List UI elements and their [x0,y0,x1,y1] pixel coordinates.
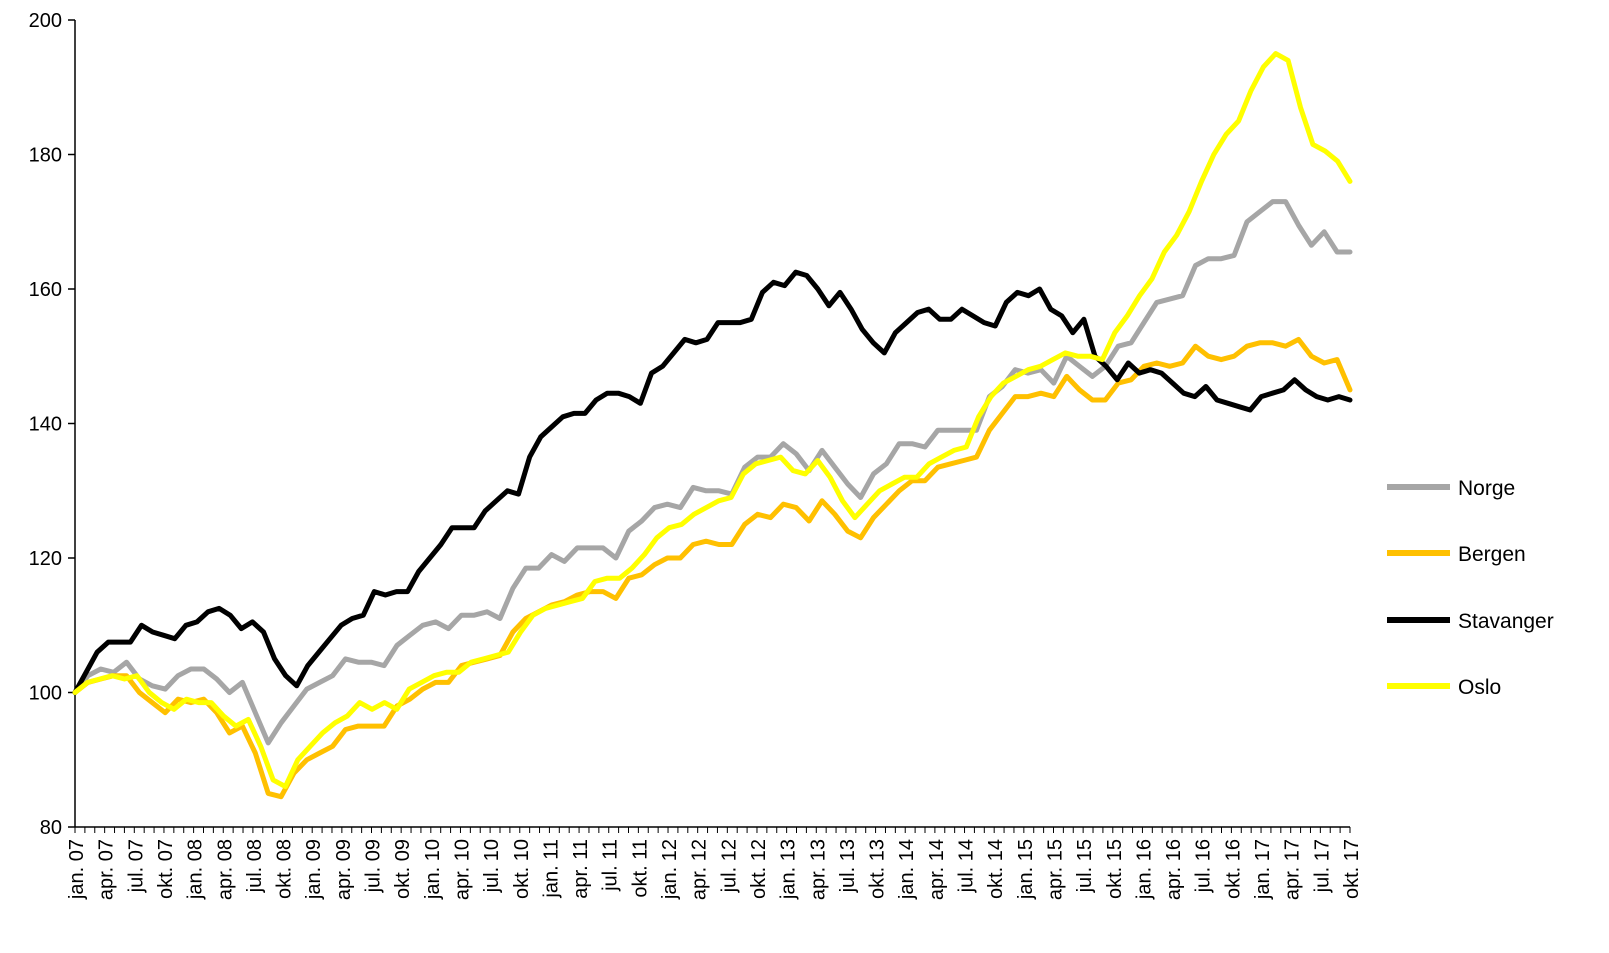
x-tick-label: okt. 14 [985,839,1007,899]
series-line-norge [72,199,1353,746]
series-line-bergen [72,336,1353,800]
x-tick-label: jul. 12 [718,839,740,893]
x-tick-label: jul. 11 [600,839,622,892]
x-tick-label: apr. 13 [807,839,829,900]
x-tick-label: okt. 11 [629,839,651,898]
x-tick-label: apr. 10 [451,839,473,900]
x-tick-label: apr. 16 [1163,839,1185,900]
legend-label: Stavanger [1458,610,1554,633]
y-tick-label: 160 [29,279,62,301]
x-tick-label: apr. 12 [689,839,711,900]
x-tick-label: okt. 09 [392,839,414,899]
x-tick-label: jul. 16 [1193,839,1215,893]
y-tick-label: 120 [29,548,62,570]
x-tick-label: apr. 14 [926,839,948,900]
legend-label: Oslo [1458,676,1501,699]
x-tick-label: apr. 09 [333,839,355,900]
legend-item-oslo: Oslo [1387,676,1501,699]
y-axis: 80 100 120 140 160 180 200 [29,10,75,839]
x-tick-label: jan. 15 [1015,839,1037,900]
x-tick-label: jan. 09 [303,839,325,900]
series-lines [72,51,1353,800]
x-tick-label: jan. 17 [1252,839,1274,900]
x-tick-label: apr. 17 [1282,839,1304,900]
axes [74,20,1350,828]
x-tick-label: jul. 08 [244,839,266,893]
x-tick-label: okt. 16 [1222,839,1244,899]
x-tick-label: jan. 14 [896,839,918,900]
y-tick-label: 80 [40,817,62,839]
series-line-oslo [72,51,1353,790]
x-tick-label: jul. 09 [363,839,385,893]
x-tick-label: apr. 07 [96,839,118,900]
x-tick-label: jan. 12 [659,839,681,900]
x-tick-label: okt. 07 [155,839,177,899]
x-tick-label: jul. 10 [481,839,503,893]
legend-label: Bergen [1458,543,1526,566]
x-tick-label: apr. 11 [570,839,592,899]
x-tick-label: okt. 17 [1341,839,1363,899]
x-tick-label: jan. 13 [778,839,800,900]
x-tick-label: jul. 13 [837,839,859,893]
x-tick-label: jan. 07 [66,839,88,900]
legend-label: Norge [1458,477,1515,500]
legend: Norge Bergen Stavanger Oslo [1387,477,1554,699]
y-tick-label: 200 [29,10,62,32]
x-tick-label: jan. 11 [540,839,562,899]
x-tick-label: okt. 12 [748,839,770,899]
legend-item-norge: Norge [1387,477,1515,500]
x-tick-label: jan. 08 [185,839,207,900]
x-axis: jan. 07 apr. 07 jul. 07 okt. 07 jan. 08 apr. … [66,827,1363,900]
x-tick-label: jul. 17 [1311,839,1333,893]
legend-item-bergen: Bergen [1387,543,1526,566]
x-tick-label: apr. 08 [214,839,236,900]
y-tick-label: 180 [29,145,62,167]
x-tick-label: jul. 15 [1074,839,1096,893]
x-tick-label: jul. 07 [125,839,147,893]
x-tick-label: okt. 13 [867,839,889,899]
x-tick-label: apr. 15 [1044,839,1066,900]
x-tick-label: okt. 10 [511,839,533,899]
x-tick-label: jul. 14 [956,839,978,893]
x-tick-label: okt. 08 [274,839,296,899]
y-tick-label: 100 [29,683,62,705]
y-tick-label: 140 [29,414,62,436]
legend-item-stavanger: Stavanger [1387,610,1554,633]
x-tick-label: jan. 16 [1133,839,1155,900]
x-tick-label: jan. 10 [422,839,444,900]
series-line-stavanger [72,269,1353,695]
x-tick-label: okt. 15 [1104,839,1126,899]
